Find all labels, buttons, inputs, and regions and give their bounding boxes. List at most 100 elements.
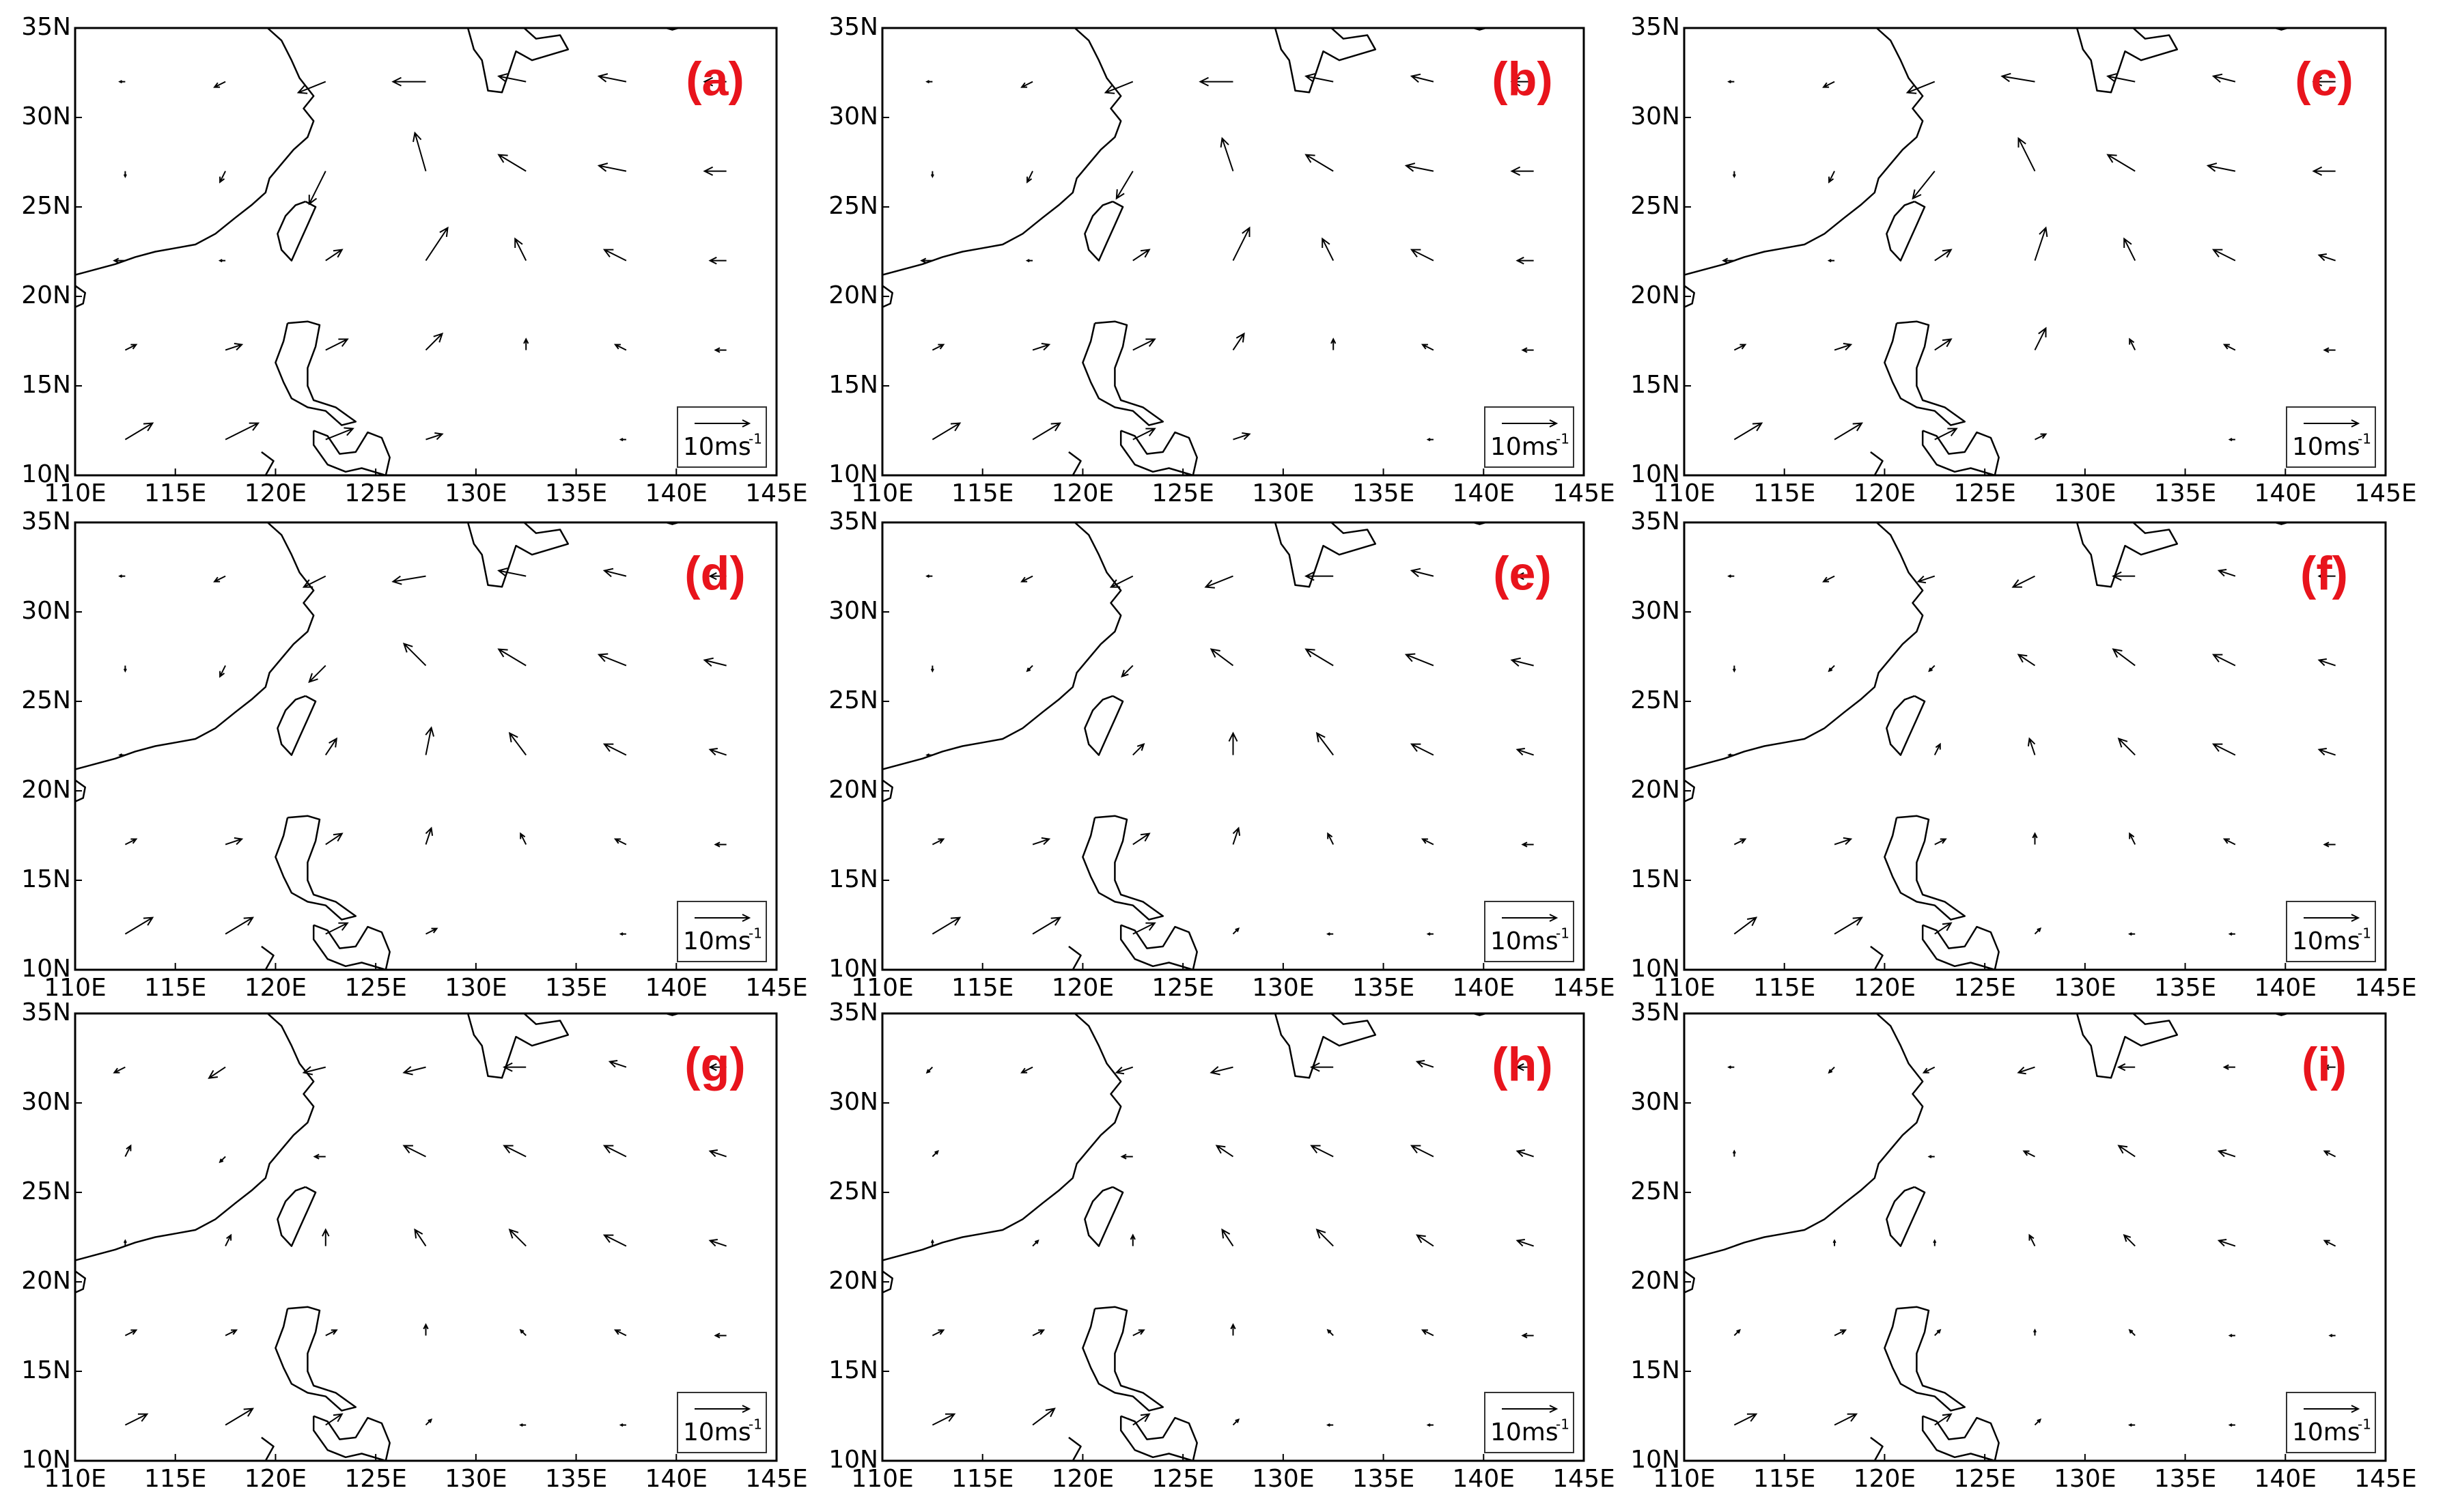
wind-vector [1732,171,1736,178]
wind-vector [219,665,226,678]
coastline [1119,924,1198,970]
wind-vector [325,1413,344,1426]
wind-vector [1304,571,1334,581]
y-tick-label: 20N [1630,1267,1680,1295]
wind-vector [1130,1233,1136,1246]
wind-vector [1032,343,1051,351]
wind-vector [1132,428,1156,440]
plot-frame [1683,27,2387,477]
coastline [466,1013,570,1079]
wind-vector [932,1329,945,1336]
wind-vector [425,432,444,440]
wind-vector [1905,81,1936,94]
map-panel: 110E 115E 120E 125E 130E 135E 140E 145E 10N 15N 20… [828,998,1615,1493]
wind-vector [2127,932,2136,936]
wind-vector [2206,163,2236,172]
y-tick-label: 25N [21,192,71,220]
plot-frame [74,521,778,971]
x-tick-label: 135E [1352,1465,1414,1493]
wind-vector [2032,832,2038,845]
wind-vector [703,657,727,667]
y-tick-label: 20N [21,776,71,804]
wind-vector [313,1153,326,1160]
plot-frame [881,1012,1585,1462]
wind-vector [325,832,344,845]
coastline [75,1270,86,1293]
wind-vector [225,1408,254,1426]
reference-vector [695,1405,751,1413]
wind-vector [925,574,933,578]
x-tick-label: 125E [1953,479,2015,507]
wind-vector [1916,575,1936,584]
x-tick-label: 140E [1453,974,1515,1002]
coastline [261,451,275,475]
y-tick-label: 10N [21,955,71,983]
x-tick-label: 130E [1252,1465,1314,1493]
wind-vector [2000,72,2035,83]
wind-vector [118,574,126,578]
wind-vector [1515,748,1534,756]
x-tick-label: 120E [1052,1465,1114,1493]
wind-vector [2312,76,2336,87]
reference-exponent: -1 [1556,431,1569,447]
y-tick-label: 30N [21,1088,71,1116]
x-tick-label: 110E [1653,1465,1715,1493]
wind-vector [1410,743,1434,756]
wind-vector [1933,742,1941,756]
x-tick-label: 140E [1453,479,1515,507]
wind-vector [302,1066,326,1076]
wind-vector [930,665,934,673]
wind-vector [1115,171,1134,200]
wind-vector [1933,1239,1937,1246]
panel-label: (i) [2302,1037,2347,1091]
coastline [466,28,570,94]
wind-vector [1026,664,1033,673]
wind-vector [518,1423,527,1427]
wind-vector [1199,76,1233,87]
coastline [277,200,317,262]
panel-label: (d) [684,546,745,600]
wind-vector [1828,171,1835,184]
wind-vector [1834,1413,1858,1426]
wind-vector [1834,343,1853,351]
reference-box [677,406,767,468]
y-tick-label: 30N [1630,1088,1680,1116]
reference-vector [1502,419,1559,428]
wind-vector [1733,344,1747,351]
wind-vector [425,333,444,351]
plot-frame [1683,1012,2387,1462]
reference-vector [695,914,751,922]
x-tick-label: 130E [2054,1465,2116,1493]
reference-vector [2304,419,2360,428]
coastline [1068,1436,1082,1461]
wind-vector [1410,249,1434,262]
coastline [1068,451,1082,475]
y-tick-label: 10N [828,955,878,983]
reference-box [677,901,767,962]
y-tick-label: 35N [828,998,878,1026]
wind-vector [520,832,527,845]
wind-vector [1115,1066,1134,1075]
reference-exponent: -1 [1556,925,1569,942]
x-tick-label: 115E [951,974,1014,1002]
wind-vector [1215,1145,1234,1158]
panel-label: (b) [1492,52,1552,105]
wind-vector [2323,841,2336,848]
reference-exponent: -1 [749,925,762,942]
coastline [466,522,570,588]
wind-vector [1727,574,1735,578]
wind-vector [225,1329,238,1336]
y-tick-label: 20N [828,776,878,804]
coastline [261,1436,275,1461]
x-tick-label: 135E [1352,479,1414,507]
reference-label: 10ms [683,1418,751,1446]
reference-box [2286,901,2376,962]
reference-box [1484,1392,1574,1453]
coastline [2076,1013,2179,1079]
wind-vector [519,1329,527,1336]
wind-vector [308,664,326,684]
coastline [1684,522,1924,770]
x-tick-label: 120E [1052,974,1114,1002]
wind-vector [1326,1329,1334,1336]
coastline [1684,28,1924,276]
